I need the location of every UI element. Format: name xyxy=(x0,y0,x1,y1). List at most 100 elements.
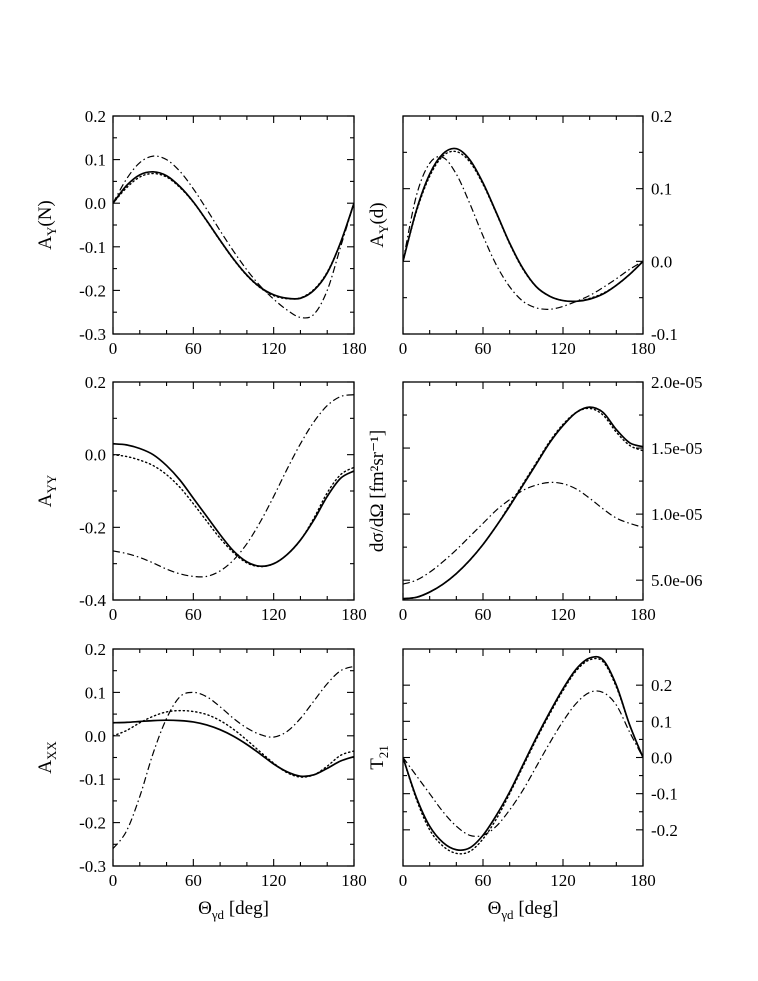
series-line-solid xyxy=(113,170,354,300)
x-tick-label: 180 xyxy=(630,605,656,624)
plot-frame xyxy=(112,115,355,335)
series-line-dashdot xyxy=(113,394,354,578)
x-axis-label-main: Θ xyxy=(488,898,502,919)
series-line-dotted xyxy=(113,709,354,778)
y-tick-label: -0.2 xyxy=(79,281,106,300)
y-tick-label: 0.1 xyxy=(85,151,106,170)
x-tick-label: 60 xyxy=(185,605,202,624)
y-tick-label: 0.2 xyxy=(651,676,672,695)
y-axis-label: AXX xyxy=(35,741,59,774)
y-tick-label: 0.1 xyxy=(651,180,672,199)
x-tick-label: 60 xyxy=(475,339,492,358)
x-tick-label: 60 xyxy=(185,871,202,890)
x-axis-label-suffix: [deg] xyxy=(514,898,559,919)
y-tick-label: -0.2 xyxy=(79,814,106,833)
series-line-solid xyxy=(113,719,354,778)
series-line-solid xyxy=(403,147,643,303)
x-tick-label: 120 xyxy=(550,605,576,624)
series-line-dashdot xyxy=(113,155,354,319)
plot-frame xyxy=(402,381,644,601)
series-line-dashdot xyxy=(403,690,643,837)
y-axis-label-main: A xyxy=(367,234,388,248)
x-axis-label-main: Θ xyxy=(198,898,212,919)
y-tick-label: 0.1 xyxy=(651,712,672,731)
y-axis-label: AYY xyxy=(35,474,59,507)
y-axis-label: AY(d) xyxy=(367,202,391,247)
y-axis-label-sub: XX xyxy=(44,741,59,760)
y-tick-label: 0.0 xyxy=(85,446,106,465)
x-tick-label: 180 xyxy=(341,339,367,358)
y-axis-label-sub: YY xyxy=(44,474,59,493)
y-axis-label-main: A xyxy=(35,760,56,774)
x-axis-label: Θγd [deg] xyxy=(198,898,269,922)
y-tick-label: 0.0 xyxy=(651,252,672,271)
y-axis-label-main: T xyxy=(367,758,388,770)
y-tick-label: -0.1 xyxy=(651,325,678,344)
series-line-solid xyxy=(403,406,643,600)
y-tick-label: 1.5e-05 xyxy=(651,439,702,458)
y-tick-label: -0.2 xyxy=(79,518,106,537)
y-axis-label-suffix: (d) xyxy=(367,202,388,224)
y-tick-label: 0.2 xyxy=(85,107,106,126)
series-line-solid xyxy=(403,655,643,852)
x-tick-label: 120 xyxy=(550,339,576,358)
y-axis-label: dσ/dΩ [fm²sr⁻¹] xyxy=(367,430,388,552)
y-tick-label: 0.0 xyxy=(85,727,106,746)
x-tick-label: 60 xyxy=(475,605,492,624)
panel-axx: 0 60 120 180 -0.3 -0.2 -0.1 0.0 0.1 0.2 AXX Θγd [de… xyxy=(35,640,367,922)
x-tick-label: 0 xyxy=(109,871,118,890)
series-line-dashdot xyxy=(113,665,354,850)
y-axis-label-main: A xyxy=(35,493,56,507)
y-axis-label-main: dσ/dΩ [fm²sr⁻¹] xyxy=(367,430,388,552)
x-tick-label: 180 xyxy=(341,605,367,624)
x-tick-label: 60 xyxy=(185,339,202,358)
series-line-dashdot xyxy=(403,156,643,310)
y-axis-label-sub: 21 xyxy=(376,745,391,758)
y-axis-label-suffix: (N) xyxy=(35,200,56,226)
x-axis-label-sub: γd xyxy=(211,907,225,922)
y-tick-label: 5.0e-06 xyxy=(651,571,702,590)
x-tick-label: 0 xyxy=(109,339,118,358)
panel-t21: 0 60 120 180 -0.2 -0.1 0.0 0.1 0.2 T21 Θγd [deg] xyxy=(367,648,678,922)
series-line-dotted xyxy=(113,453,354,568)
y-tick-label: -0.1 xyxy=(79,770,106,789)
x-axis-label-suffix: [deg] xyxy=(224,898,269,919)
x-tick-label: 120 xyxy=(261,871,287,890)
x-tick-label: 60 xyxy=(475,871,492,890)
y-tick-label: 0.0 xyxy=(85,194,106,213)
x-tick-label: 120 xyxy=(550,871,576,890)
series-line-dotted xyxy=(113,172,354,300)
series-line-dotted xyxy=(403,150,643,303)
panel-ayy: 0 60 120 180 -0.4 -0.2 0.0 0.2 AYY xyxy=(35,373,367,624)
series-line-solid xyxy=(113,442,354,568)
panel-ayd: 0 60 120 180-0.1 0.0 0.1 0.2 AY(d) xyxy=(367,107,678,358)
panel-ayn: 0 60 120 180 -0.3 -0.2 -0.1 0.0 0.1 0.2 AY(N) xyxy=(35,107,367,358)
series-line-dotted xyxy=(403,407,643,600)
y-tick-label: -0.1 xyxy=(79,238,106,257)
panel-dsig: 0 60 120 180 5.0e-06 1.0e-05 1.5e-05 2.0e-05 dσ/… xyxy=(367,373,702,624)
x-tick-label: 120 xyxy=(261,605,287,624)
x-tick-label: 0 xyxy=(399,605,408,624)
series-line-dotted xyxy=(403,657,643,855)
y-tick-label: 0.1 xyxy=(85,683,106,702)
series-line-dashdot xyxy=(403,481,643,585)
y-tick-label: 0.2 xyxy=(85,640,106,659)
y-axis-label: AY(N) xyxy=(35,200,59,250)
y-tick-label: 2.0e-05 xyxy=(651,373,702,392)
y-axis-label-sub: Y xyxy=(44,226,59,236)
x-axis-label-sub: γd xyxy=(500,907,514,922)
plot-frame xyxy=(402,648,644,867)
plot-frame xyxy=(402,115,644,335)
y-tick-label: -0.3 xyxy=(79,325,106,344)
y-tick-label: 0.2 xyxy=(651,107,672,126)
x-tick-label: 120 xyxy=(261,339,287,358)
x-tick-label: 0 xyxy=(399,339,408,358)
plot-frame xyxy=(112,381,355,601)
plot-frame xyxy=(112,648,355,867)
y-axis-label: T21 xyxy=(367,745,391,770)
x-tick-label: 180 xyxy=(630,871,656,890)
y-tick-label: -0.1 xyxy=(651,785,678,804)
y-axis-label-sub: Y xyxy=(376,224,391,234)
y-tick-label: 0.2 xyxy=(85,373,106,392)
